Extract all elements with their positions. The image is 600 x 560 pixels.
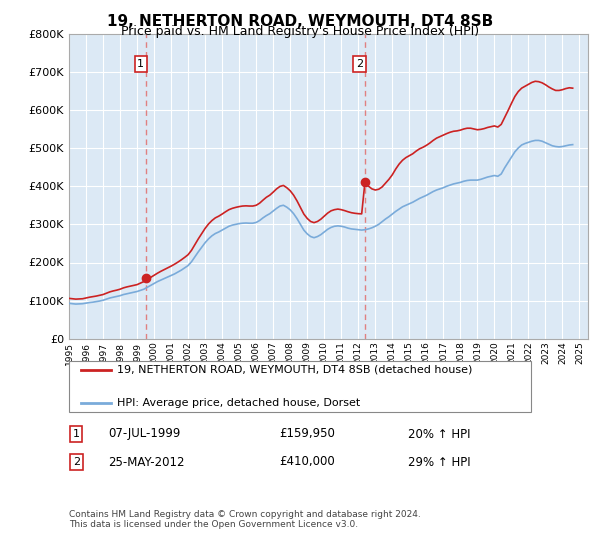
Text: Price paid vs. HM Land Registry's House Price Index (HPI): Price paid vs. HM Land Registry's House … <box>121 25 479 38</box>
Text: £410,000: £410,000 <box>279 455 335 469</box>
Text: 25-MAY-2012: 25-MAY-2012 <box>108 455 185 469</box>
Text: 20% ↑ HPI: 20% ↑ HPI <box>408 427 470 441</box>
Text: 2: 2 <box>73 457 80 467</box>
Text: 1: 1 <box>73 429 80 439</box>
Text: 2: 2 <box>356 59 364 69</box>
Text: £159,950: £159,950 <box>279 427 335 441</box>
Text: 29% ↑ HPI: 29% ↑ HPI <box>408 455 470 469</box>
Text: 19, NETHERTON ROAD, WEYMOUTH, DT4 8SB (detached house): 19, NETHERTON ROAD, WEYMOUTH, DT4 8SB (d… <box>117 365 472 375</box>
Text: 07-JUL-1999: 07-JUL-1999 <box>108 427 181 441</box>
Text: HPI: Average price, detached house, Dorset: HPI: Average price, detached house, Dors… <box>117 398 360 408</box>
Text: 19, NETHERTON ROAD, WEYMOUTH, DT4 8SB: 19, NETHERTON ROAD, WEYMOUTH, DT4 8SB <box>107 14 493 29</box>
Text: Contains HM Land Registry data © Crown copyright and database right 2024.
This d: Contains HM Land Registry data © Crown c… <box>69 510 421 529</box>
Text: 1: 1 <box>137 59 145 69</box>
